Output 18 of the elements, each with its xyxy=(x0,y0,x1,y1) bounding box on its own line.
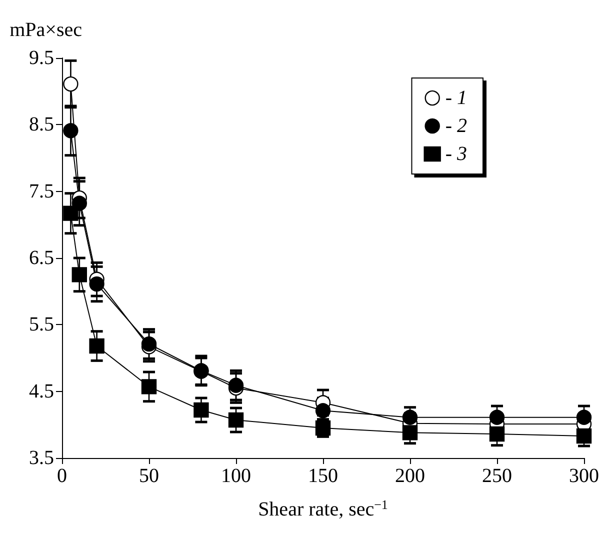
x-tick-label: 50 xyxy=(139,465,159,487)
x-tick-label: 250 xyxy=(482,465,512,487)
x-tick-label: 100 xyxy=(221,465,251,487)
y-tick-label: 9.5 xyxy=(29,47,54,69)
y-tick-label: 4.5 xyxy=(29,380,54,402)
x-tick-label: 150 xyxy=(308,465,338,487)
legend-label: - 3 xyxy=(445,143,468,165)
y-tick-label: 8.5 xyxy=(29,114,54,136)
y-tick-label: 3.5 xyxy=(29,447,54,469)
x-tick-label: 0 xyxy=(57,465,67,487)
legend-label: - 1 xyxy=(445,87,468,109)
legend-label: - 2 xyxy=(445,115,468,137)
y-tick-label: 7.5 xyxy=(29,180,54,202)
y-tick-label: 5.5 xyxy=(29,314,54,336)
x-tick-label: 200 xyxy=(395,465,425,487)
x-tick-label: 300 xyxy=(569,465,599,487)
y-tick-label: 6.5 xyxy=(29,247,54,269)
y-axis-title: mPa×sec xyxy=(10,19,82,41)
